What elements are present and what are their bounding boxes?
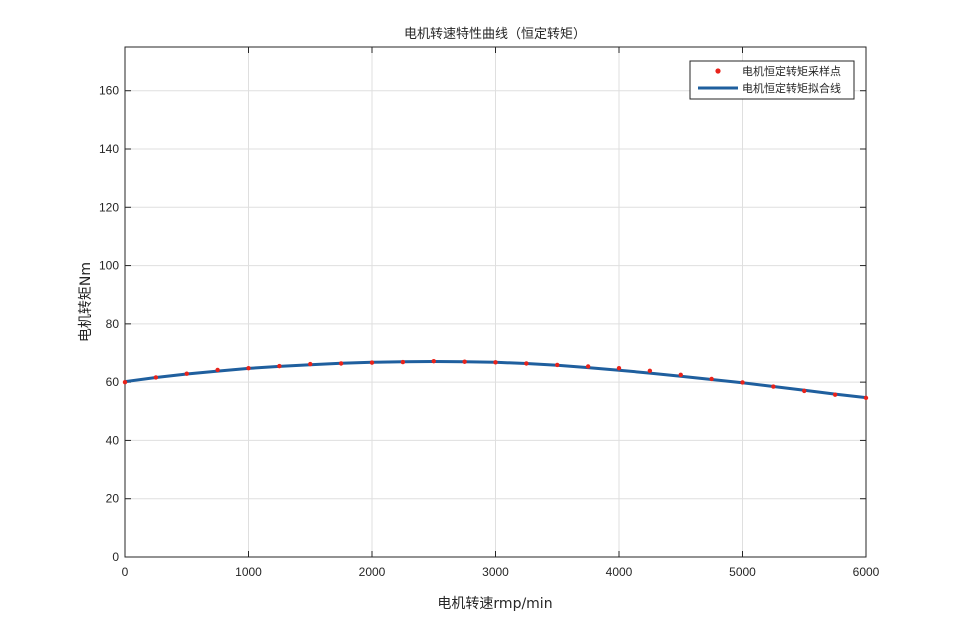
sample-point [802,388,807,394]
sample-point [215,367,220,373]
sample-point [740,380,745,385]
x-tick-label: 4000 [606,565,633,579]
x-tick-label: 5000 [729,565,756,579]
grid [124,47,867,558]
legend-label-fit: 电机恒定转矩拟合线 [742,81,841,95]
y-tick-label: 100 [99,259,119,273]
sample-point [524,361,529,366]
sample-point [122,379,128,385]
sample-point [647,368,653,373]
sample-point [709,376,714,382]
sample-point [863,395,869,401]
sample-point [153,375,159,380]
legend-marker-samples [715,68,721,74]
legend-label-samples: 电机恒定转矩采样点 [742,64,841,78]
legend: 电机恒定转矩采样点 电机恒定转矩拟合线 [689,60,855,100]
y-tick-label: 0 [112,550,119,564]
sample-point [369,360,375,365]
y-axis-label: 电机转矩Nm [78,262,94,342]
legend-box [689,60,855,100]
sample-point [400,359,406,365]
x-tick-label: 3000 [482,565,509,579]
sample-point [462,359,467,364]
x-tick-label: 6000 [853,565,880,579]
x-tick-label: 2000 [359,565,386,579]
y-tick-label: 140 [99,142,119,156]
y-tick-label: 20 [106,492,120,506]
sample-point [585,364,591,369]
sample-point [616,365,622,371]
sample-point [277,363,282,369]
sample-point [308,361,313,367]
x-tick-label: 1000 [235,565,262,579]
y-tick-label: 60 [106,375,120,389]
sample-point [493,360,498,365]
x-axis-label: 电机转速rmp/min [437,596,552,612]
y-tick-label: 160 [99,84,119,98]
sample-point [184,371,189,376]
y-tick-label: 120 [99,200,119,214]
series-layer [122,358,869,401]
sample-point [771,384,776,389]
sample-point [555,362,560,368]
sample-point [246,365,251,371]
sample-point [678,372,683,378]
sample-point [832,392,838,397]
chart-title: 电机转速特性曲线（恒定转矩） [404,27,586,42]
x-tick-label: 0 [122,565,129,579]
y-tick-label: 80 [106,317,120,331]
sample-point [431,358,436,364]
axis-ticks: 0 1000 2000 3000 4000 5000 6000 0 20 40 60 80 100 120… [99,47,880,579]
sample-point [338,361,344,366]
y-tick-label: 40 [106,433,120,447]
